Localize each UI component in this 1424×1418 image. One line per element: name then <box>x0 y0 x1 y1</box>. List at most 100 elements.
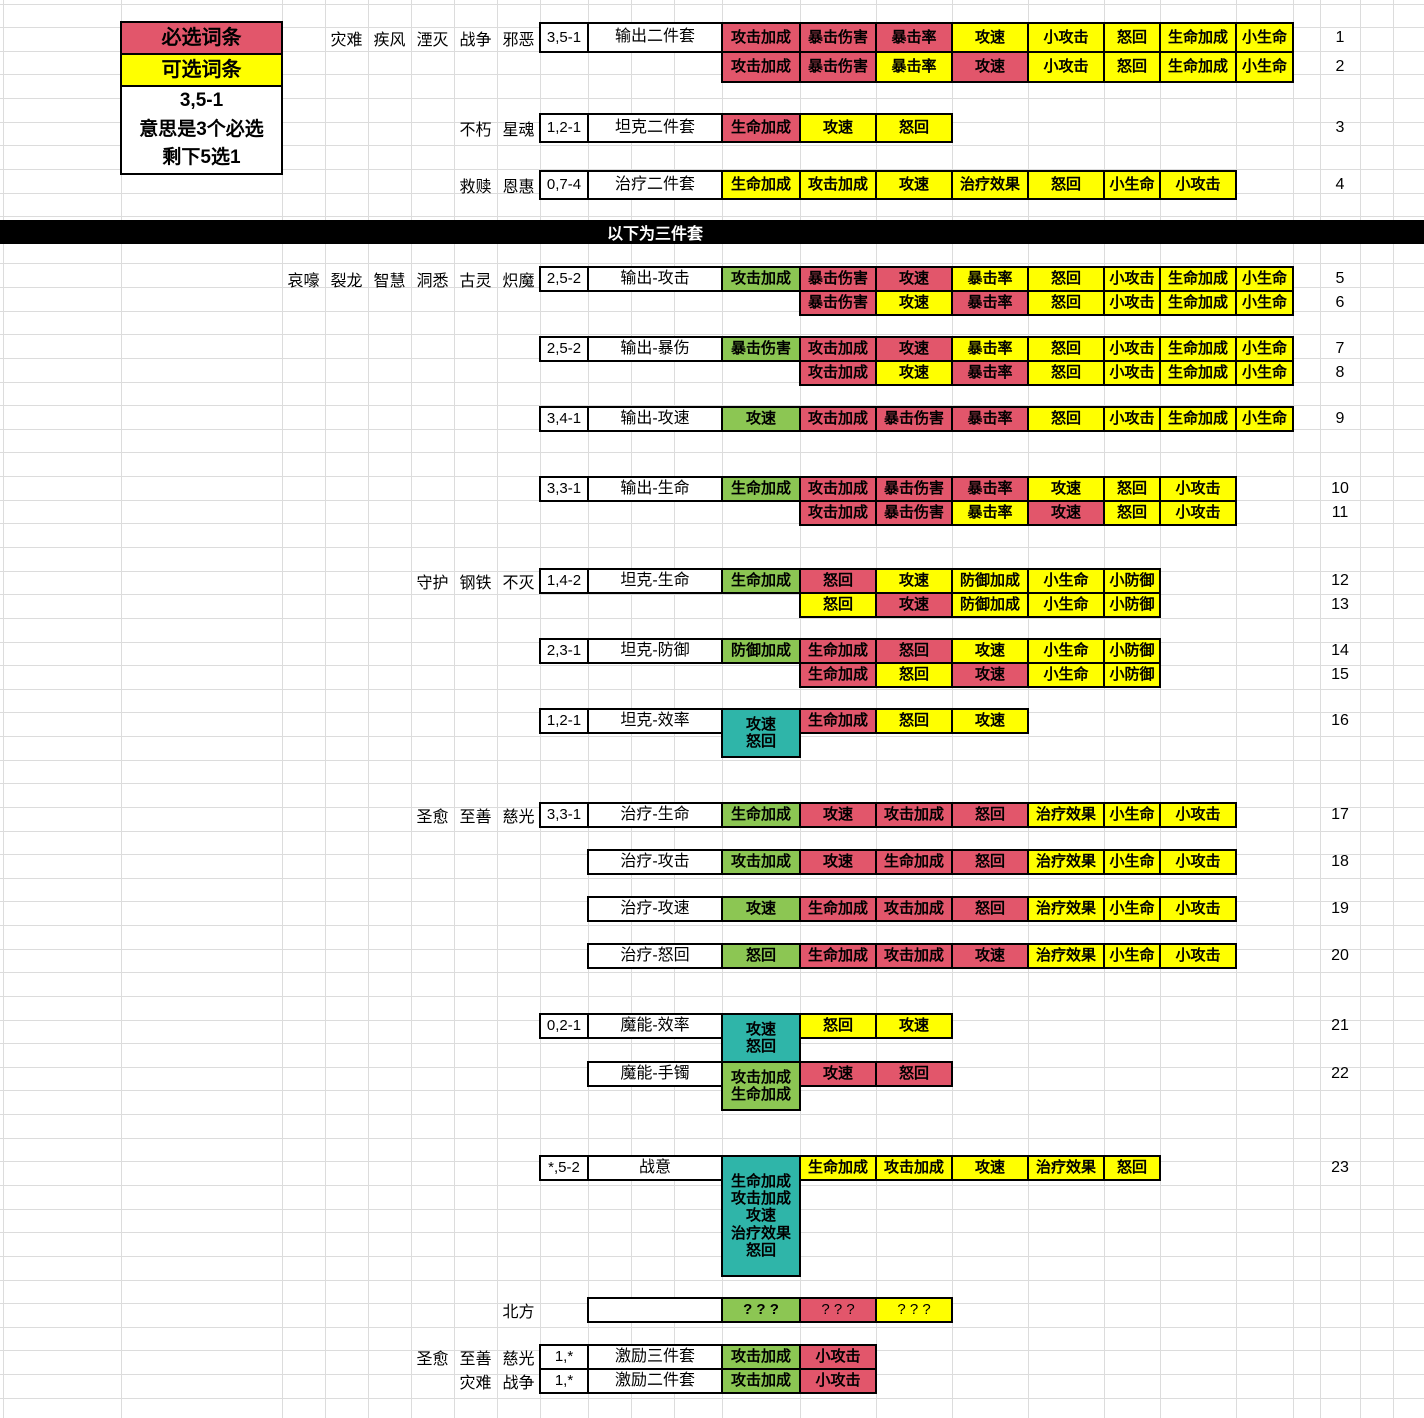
attr-cell[interactable]: 小生命 <box>1103 170 1161 200</box>
attr-cell[interactable]: 小生命 <box>1235 406 1294 432</box>
attr-cell[interactable]: 攻速 <box>875 290 953 316</box>
attr-cell[interactable]: 怒回 <box>951 896 1029 922</box>
attr-cell[interactable]: 攻速 <box>951 51 1029 83</box>
set-name-cell[interactable]: 激励三件套 <box>587 1344 723 1370</box>
attr-cell[interactable]: 小生命 <box>1103 943 1161 969</box>
attr-cell[interactable]: 怒回 <box>875 708 953 734</box>
fixed-attr-cell[interactable]: 攻速 怒回 <box>721 708 801 758</box>
attr-cell[interactable]: 暴击率 <box>951 290 1029 316</box>
attr-cell[interactable]: 攻击加成 <box>875 943 953 969</box>
attr-cell[interactable]: 攻速 <box>951 1155 1029 1181</box>
attr-cell[interactable]: 攻速 <box>875 266 953 292</box>
attr-cell[interactable]: 攻击加成 <box>721 51 801 83</box>
attr-cell[interactable]: 小生命 <box>1027 592 1105 618</box>
attr-cell[interactable]: 攻击加成 <box>721 22 801 53</box>
attr-cell[interactable]: 怒回 <box>875 113 953 143</box>
attr-cell[interactable]: 怒回 <box>875 662 953 688</box>
combo-count-cell[interactable]: 2,3-1 <box>539 638 589 664</box>
attr-cell[interactable]: 攻速 <box>799 113 877 143</box>
attr-cell[interactable]: 小攻击 <box>1159 500 1237 526</box>
set-name-cell[interactable]: 坦克二件套 <box>587 113 723 143</box>
attr-cell[interactable]: 生命加成 <box>1159 290 1237 316</box>
attr-cell[interactable]: ? ? ? <box>875 1297 953 1323</box>
fixed-attr-cell[interactable]: 生命加成 <box>721 802 801 828</box>
attr-cell[interactable]: 暴击伤害 <box>875 476 953 502</box>
attr-cell[interactable]: 生命加成 <box>799 638 877 664</box>
combo-count-cell[interactable]: 2,5-2 <box>539 336 589 362</box>
attr-cell[interactable]: 暴击伤害 <box>799 51 877 83</box>
combo-count-cell[interactable]: 1,2-1 <box>539 708 589 734</box>
attr-cell[interactable]: 怒回 <box>1027 290 1105 316</box>
attr-cell[interactable]: 小生命 <box>1103 802 1161 828</box>
attr-cell[interactable]: 生命加成 <box>799 662 877 688</box>
attr-cell[interactable]: 小生命 <box>1235 266 1294 292</box>
combo-count-cell[interactable]: 3,3-1 <box>539 802 589 828</box>
attr-cell[interactable]: 攻速 <box>951 638 1029 664</box>
attr-cell[interactable]: 怒回 <box>875 1061 953 1087</box>
combo-count-cell[interactable]: 0,2-1 <box>539 1013 589 1039</box>
attr-cell[interactable]: 暴击率 <box>951 360 1029 386</box>
attr-cell[interactable]: 攻速 <box>875 360 953 386</box>
attr-cell[interactable]: 攻击加成 <box>799 170 877 200</box>
attr-cell[interactable]: 暴击伤害 <box>799 290 877 316</box>
fixed-attr-cell[interactable]: ? ? ? <box>721 1297 801 1323</box>
combo-count-cell[interactable]: 0,7-4 <box>539 170 589 200</box>
attr-cell[interactable]: 攻速 <box>799 849 877 875</box>
attr-cell[interactable]: 暴击率 <box>951 500 1029 526</box>
attr-cell[interactable]: 小攻击 <box>1159 943 1237 969</box>
attr-cell[interactable]: 怒回 <box>1103 1155 1161 1181</box>
attr-cell[interactable]: 生命加成 <box>1159 266 1237 292</box>
attr-cell[interactable]: 小攻击 <box>1159 802 1237 828</box>
attr-cell[interactable]: 怒回 <box>1027 170 1105 200</box>
combo-count-cell[interactable]: 3,3-1 <box>539 476 589 502</box>
attr-cell[interactable]: 攻击加成 <box>799 360 877 386</box>
set-name-cell[interactable]: 坦克-防御 <box>587 638 723 664</box>
attr-cell[interactable]: 防御加成 <box>951 568 1029 594</box>
attr-cell[interactable]: 生命加成 <box>721 170 801 200</box>
attr-cell[interactable]: 小攻击 <box>1103 266 1161 292</box>
fixed-attr-cell[interactable]: 暴击伤害 <box>721 336 801 362</box>
set-name-cell[interactable]: 治疗-攻击 <box>587 849 723 875</box>
attr-cell[interactable]: 小攻击 <box>1159 170 1237 200</box>
attr-cell[interactable]: 生命加成 <box>799 708 877 734</box>
attr-cell[interactable]: 攻速 <box>951 662 1029 688</box>
attr-cell[interactable]: 小生命 <box>1235 360 1294 386</box>
fixed-attr-cell[interactable]: 攻速 怒回 <box>721 1013 801 1063</box>
attr-cell[interactable]: 攻击加成 <box>875 802 953 828</box>
attr-cell[interactable]: 攻速 <box>1027 476 1105 502</box>
attr-cell[interactable]: 暴击率 <box>875 22 953 53</box>
attr-cell[interactable]: 治疗效果 <box>1027 943 1105 969</box>
attr-cell[interactable]: 小生命 <box>1103 896 1161 922</box>
combo-count-cell[interactable]: 1,4-2 <box>539 568 589 594</box>
set-name-cell[interactable]: 坦克-效率 <box>587 708 723 734</box>
attr-cell[interactable]: 生命加成 <box>1159 336 1237 362</box>
attr-cell[interactable]: 小生命 <box>1235 51 1294 83</box>
attr-cell[interactable]: 攻击加成 <box>875 896 953 922</box>
attr-cell[interactable]: 小防御 <box>1103 638 1161 664</box>
set-name-cell[interactable]: 治疗二件套 <box>587 170 723 200</box>
attr-cell[interactable]: 小生命 <box>1235 22 1294 53</box>
attr-cell[interactable]: 小防御 <box>1103 592 1161 618</box>
attr-cell[interactable]: 攻击加成 <box>799 336 877 362</box>
combo-count-cell[interactable]: 1,* <box>539 1368 589 1394</box>
set-name-cell[interactable]: 魔能-手镯 <box>587 1061 723 1087</box>
attr-cell[interactable]: 生命加成 <box>1159 360 1237 386</box>
fixed-attr-cell[interactable]: 攻速 <box>721 896 801 922</box>
attr-cell[interactable]: 生命加成 <box>799 943 877 969</box>
attr-cell[interactable]: 生命加成 <box>1159 51 1237 83</box>
attr-cell[interactable]: 怒回 <box>951 849 1029 875</box>
set-name-cell[interactable] <box>587 1297 723 1323</box>
attr-cell[interactable]: 怒回 <box>1027 266 1105 292</box>
attr-cell[interactable]: 小攻击 <box>1103 360 1161 386</box>
attr-cell[interactable]: 暴击率 <box>951 336 1029 362</box>
attr-cell[interactable]: 治疗效果 <box>1027 802 1105 828</box>
attr-cell[interactable]: 小攻击 <box>1103 406 1161 432</box>
combo-count-cell[interactable]: *,5-2 <box>539 1155 589 1181</box>
attr-cell[interactable]: 暴击伤害 <box>875 500 953 526</box>
set-name-cell[interactable]: 输出-攻击 <box>587 266 723 292</box>
combo-count-cell[interactable]: 3,4-1 <box>539 406 589 432</box>
attr-cell[interactable]: 小攻击 <box>1103 290 1161 316</box>
attr-cell[interactable]: 暴击率 <box>951 266 1029 292</box>
attr-cell[interactable]: 攻速 <box>799 1061 877 1087</box>
attr-cell[interactable]: 小生命 <box>1027 638 1105 664</box>
